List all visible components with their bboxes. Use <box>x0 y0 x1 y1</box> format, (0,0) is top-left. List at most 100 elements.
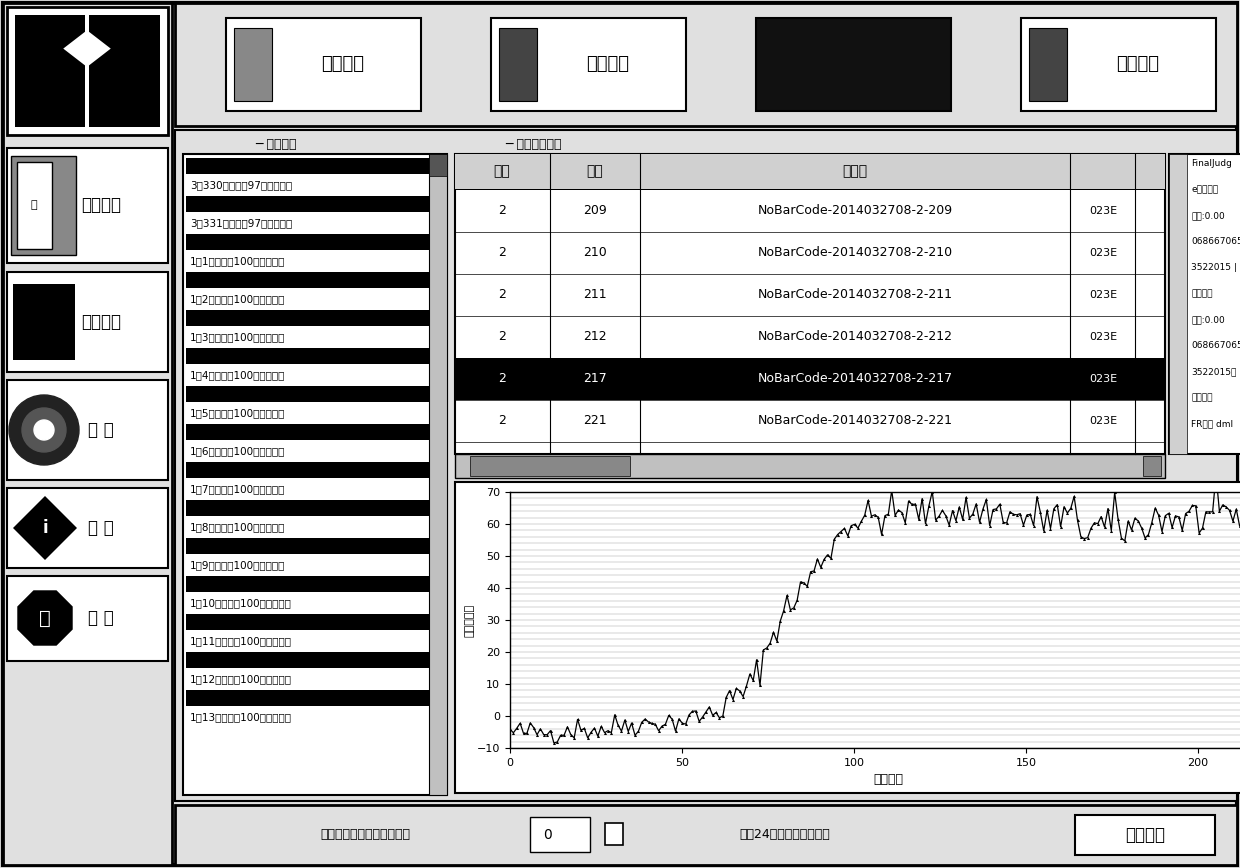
Polygon shape <box>89 15 160 127</box>
Text: 1层13位进行第100次数据采集: 1层13位进行第100次数据采集 <box>190 712 291 722</box>
Text: 层次: 层次 <box>494 164 511 178</box>
Text: 测试准备: 测试准备 <box>587 55 630 73</box>
Text: 退 出: 退 出 <box>88 609 114 627</box>
Text: 212: 212 <box>583 331 606 344</box>
Bar <box>1021 18 1216 111</box>
Bar <box>498 28 537 101</box>
Bar <box>186 272 429 288</box>
Bar <box>455 154 1166 454</box>
Bar <box>1075 815 1215 855</box>
Text: 漂移:0.00: 漂移:0.00 <box>1190 315 1225 325</box>
Bar <box>1143 456 1161 476</box>
Text: NoBarCode-2014032708-2-211: NoBarCode-2014032708-2-211 <box>758 288 952 301</box>
Bar <box>175 130 1238 801</box>
Bar <box>186 158 429 174</box>
Bar <box>186 614 429 630</box>
Circle shape <box>33 420 55 440</box>
Text: 023E: 023E <box>1089 248 1117 258</box>
Text: 1层6位进行第100次数据采集: 1层6位进行第100次数据采集 <box>190 446 285 456</box>
Text: 1层4位进行第100次数据采集: 1层4位进行第100次数据采集 <box>190 370 285 380</box>
Text: 1层11位进行第100次数据采集: 1层11位进行第100次数据采集 <box>190 636 291 646</box>
Text: 023E: 023E <box>1089 332 1117 342</box>
Text: FinalJudg: FinalJudg <box>1190 160 1231 168</box>
Bar <box>186 348 429 364</box>
Bar <box>529 817 590 852</box>
Text: 小: 小 <box>31 200 37 210</box>
Bar <box>186 310 429 326</box>
Text: 023E: 023E <box>1089 206 1117 216</box>
Bar <box>186 386 429 402</box>
Polygon shape <box>17 590 73 646</box>
Text: 1层2位进行第100次数据采集: 1层2位进行第100次数据采集 <box>190 294 285 304</box>
Bar <box>756 18 951 111</box>
Bar <box>186 234 429 250</box>
Text: 关 于: 关 于 <box>88 519 114 537</box>
Bar <box>186 500 429 516</box>
Text: 系统配置: 系统配置 <box>81 196 122 214</box>
Text: 068667065: 068667065 <box>1190 341 1240 351</box>
Bar <box>7 7 167 135</box>
Text: e最大频率: e最大频率 <box>1190 186 1218 194</box>
Text: 最小频率: 最小频率 <box>1190 290 1213 299</box>
Bar <box>186 424 429 440</box>
Text: 条码录入: 条码录入 <box>321 55 365 73</box>
Text: 2: 2 <box>498 372 506 385</box>
Text: 条形码: 条形码 <box>842 164 868 178</box>
Text: 最后24小时频率变化判定: 最后24小时频率变化判定 <box>739 828 831 841</box>
Text: NoBarCode-2014032708-2-210: NoBarCode-2014032708-2-210 <box>758 247 952 260</box>
Bar <box>186 652 429 668</box>
Text: 巡 检: 巡 检 <box>88 421 114 439</box>
Text: 209: 209 <box>583 205 606 218</box>
Y-axis label: 频率漂移量: 频率漂移量 <box>464 603 474 636</box>
Text: ─ 测试跟踪: ─ 测试跟踪 <box>255 137 296 150</box>
Text: NoBarCode-2014032708-2-217: NoBarCode-2014032708-2-217 <box>758 372 952 385</box>
Bar <box>470 456 630 476</box>
Bar <box>7 272 167 372</box>
Text: NoBarCode-2014032708-2-221: NoBarCode-2014032708-2-221 <box>758 415 952 428</box>
Bar <box>1169 154 1187 454</box>
Text: 221: 221 <box>583 415 606 428</box>
Bar <box>7 576 167 661</box>
Bar <box>12 284 74 360</box>
Text: 3层330位进行第97次数据采集: 3层330位进行第97次数据采集 <box>190 180 293 190</box>
Bar <box>491 18 686 111</box>
Bar <box>226 18 422 111</box>
Bar <box>1029 28 1066 101</box>
Bar <box>7 148 167 263</box>
Text: 3层331位进行第97次数据采集: 3层331位进行第97次数据采集 <box>190 218 293 228</box>
Bar <box>175 3 1238 126</box>
Bar <box>186 576 429 592</box>
Bar <box>455 454 1166 478</box>
Text: 2: 2 <box>498 331 506 344</box>
Bar <box>455 358 1166 400</box>
Bar <box>429 154 446 176</box>
Text: 化曲线出: 化曲线出 <box>1190 393 1213 403</box>
Text: 023E: 023E <box>1089 290 1117 300</box>
Bar <box>186 196 429 212</box>
Text: 初次通电测试延迟（分钟）: 初次通电测试延迟（分钟） <box>320 828 410 841</box>
Text: ─ 测试结果查看: ─ 测试结果查看 <box>505 137 562 150</box>
Polygon shape <box>15 15 86 127</box>
Bar <box>7 488 167 568</box>
Bar <box>186 690 429 706</box>
Text: 1层9位进行第100次数据采集: 1层9位进行第100次数据采集 <box>190 560 285 570</box>
Text: 211: 211 <box>583 288 606 301</box>
Text: 2: 2 <box>498 415 506 428</box>
Text: 0: 0 <box>543 828 552 842</box>
Bar <box>11 156 76 255</box>
Text: 2: 2 <box>498 288 506 301</box>
Text: 漂移:0.00: 漂移:0.00 <box>1190 212 1225 220</box>
Text: 210: 210 <box>583 247 606 260</box>
Text: ⏻: ⏻ <box>40 608 51 628</box>
Bar <box>186 462 429 478</box>
Bar <box>184 154 446 795</box>
Bar <box>7 380 167 480</box>
Text: NoBarCode-2014032708-2-212: NoBarCode-2014032708-2-212 <box>758 331 952 344</box>
Polygon shape <box>12 496 77 560</box>
Bar <box>186 538 429 554</box>
Text: 023E: 023E <box>1089 374 1117 384</box>
Text: 023E: 023E <box>1089 416 1117 426</box>
Text: 1层12位进行第100次数据采集: 1层12位进行第100次数据采集 <box>190 674 291 684</box>
Text: 1层8位进行第100次数据采集: 1层8位进行第100次数据采集 <box>190 522 285 532</box>
Text: 系统日志: 系统日志 <box>81 313 122 331</box>
